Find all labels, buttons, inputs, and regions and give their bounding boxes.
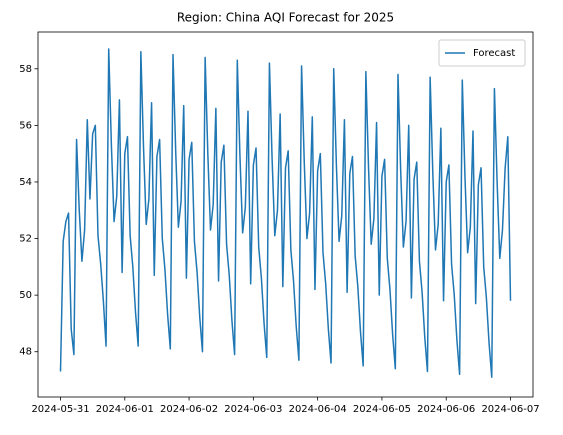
x-tick-label: 2024-06-02 (160, 404, 218, 415)
y-tick-label: 52 (19, 234, 32, 245)
legend-box (438, 39, 526, 67)
x-tick-label: 2024-06-01 (96, 404, 154, 415)
legend-label: Forecast (473, 48, 515, 59)
axes-frame (37, 31, 534, 398)
x-tick-label: 2024-06-03 (224, 404, 282, 415)
y-tick-label: 58 (19, 64, 32, 75)
x-tick-label: 2024-06-06 (417, 404, 475, 415)
y-tick-label: 50 (19, 290, 32, 301)
y-tick-label: 56 (19, 120, 32, 131)
line-series (59, 48, 512, 378)
x-tick-label: 2024-05-31 (31, 404, 89, 415)
y-tick-label: 48 (19, 347, 32, 358)
y-tick-label: 54 (19, 177, 32, 188)
chart-title: Region: China AQI Forecast for 2025 (177, 11, 394, 25)
x-tick-label: 2024-06-04 (289, 404, 347, 415)
x-tick-label: 2024-06-07 (481, 404, 539, 415)
x-tick-label: 2024-06-05 (353, 404, 411, 415)
